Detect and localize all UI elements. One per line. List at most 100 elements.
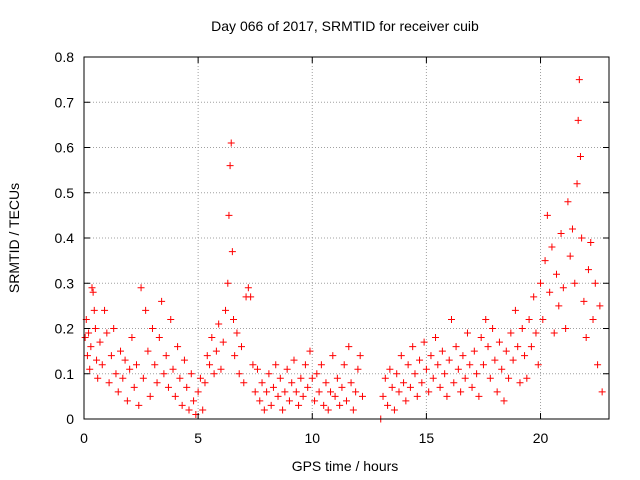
data-point (308, 374, 316, 382)
data-point (343, 397, 350, 405)
data-point (158, 297, 166, 305)
data-point (459, 352, 467, 360)
data-point (575, 76, 583, 84)
data-point (227, 139, 235, 147)
data-point (107, 352, 115, 360)
data-point (231, 352, 239, 360)
data-point (238, 343, 245, 351)
data-point (493, 388, 501, 396)
data-point (169, 365, 177, 373)
data-point (320, 401, 328, 409)
data-point (153, 379, 161, 387)
data-point (276, 374, 284, 382)
data-point (199, 406, 207, 414)
data-point (541, 257, 549, 265)
data-point (121, 356, 129, 364)
data-point (194, 388, 202, 396)
data-point (247, 293, 255, 301)
data-point (301, 361, 309, 369)
data-point (233, 329, 241, 337)
data-point (562, 325, 570, 332)
data-point (180, 356, 188, 364)
data-point (333, 374, 341, 382)
data-point (576, 153, 584, 161)
data-point (386, 365, 394, 373)
data-point (591, 279, 599, 287)
x-tick-label: 20 (533, 430, 549, 446)
data-point (324, 406, 332, 414)
y-tick-label: 0.4 (55, 230, 75, 246)
data-point (582, 334, 590, 342)
data-point (534, 361, 542, 369)
data-point (525, 315, 533, 323)
data-point (101, 306, 109, 314)
data-point (461, 374, 469, 382)
data-point (559, 284, 567, 292)
axis-ticks (83, 56, 609, 420)
data-point (133, 361, 140, 369)
data-point (518, 325, 526, 332)
data-point (521, 352, 529, 360)
data-point (225, 211, 233, 219)
data-point (546, 288, 554, 296)
data-point (450, 379, 458, 387)
data-point (128, 334, 136, 342)
data-point (441, 370, 449, 378)
data-point (119, 374, 127, 382)
data-point (162, 352, 170, 360)
y-tick-label: 0.3 (55, 275, 75, 291)
data-point (212, 347, 220, 355)
data-point (514, 343, 522, 351)
y-tick-labels: 0 0.1 0.2 0.3 0.4 0.5 0.6 0.7 0.8 (55, 49, 75, 427)
data-point (422, 365, 430, 373)
data-point (345, 343, 353, 351)
data-point (253, 365, 261, 373)
data-point (285, 397, 293, 405)
data-point (144, 347, 152, 355)
data-point (596, 302, 604, 310)
data-point (425, 388, 433, 396)
data-point (484, 343, 492, 351)
data-point (402, 397, 410, 405)
data-point (86, 365, 94, 373)
data-point (297, 374, 305, 382)
data-point (553, 270, 560, 278)
y-axis-title: SRMTID / TECUs (6, 183, 22, 293)
data-point (135, 401, 143, 409)
data-point (532, 329, 540, 337)
data-point (249, 361, 257, 369)
data-point (265, 370, 273, 378)
data-point (281, 388, 289, 396)
data-point (81, 334, 89, 342)
data-point (463, 329, 471, 337)
data-point (171, 392, 179, 400)
data-point (527, 343, 535, 351)
data-point (313, 370, 321, 378)
data-point (443, 392, 451, 400)
data-point (390, 406, 398, 414)
data-point (151, 361, 159, 369)
data-point (215, 320, 223, 328)
data-point (105, 379, 113, 387)
data-point (89, 288, 97, 296)
data-point (160, 370, 168, 378)
y-tick-label: 0 (66, 411, 74, 427)
data-point (448, 315, 455, 323)
data-point (352, 388, 360, 396)
data-point (580, 297, 588, 305)
data-point (96, 338, 104, 346)
data-point (523, 374, 531, 382)
data-point (85, 329, 93, 337)
data-point (491, 356, 499, 364)
data-point (507, 329, 515, 337)
data-point (317, 361, 325, 369)
data-point (98, 361, 106, 369)
data-point (88, 284, 96, 292)
data-point (550, 329, 558, 337)
y-tick-label: 0.6 (55, 140, 75, 156)
x-tick-label: 0 (80, 430, 88, 446)
data-point (397, 352, 405, 360)
data-point (90, 306, 98, 314)
data-point (263, 388, 271, 396)
